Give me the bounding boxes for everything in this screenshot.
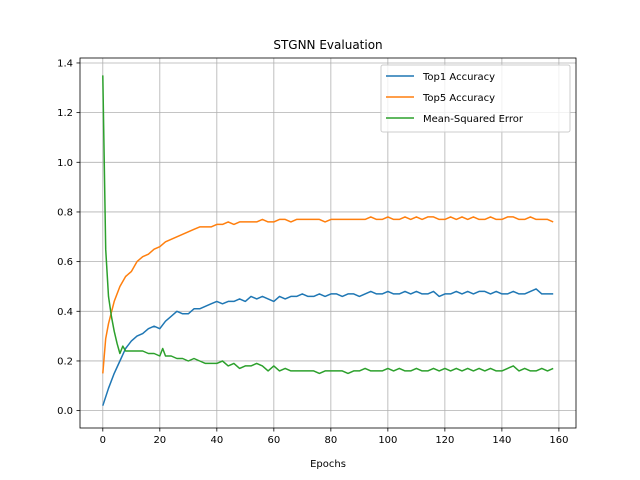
legend-label: Mean-Squared Error — [423, 114, 524, 125]
plot-frame — [79, 57, 577, 429]
series-layer — [102, 75, 554, 406]
y-tick-label: 0.4 — [57, 307, 73, 318]
x-tick-label: 120 — [435, 435, 454, 446]
legend: Top1 Accuracy Top5 Accuracy Mean-Squared E… — [380, 64, 571, 133]
y-tick-label: 0.0 — [57, 406, 73, 417]
series-line-3 — [102, 75, 554, 375]
axis-ticks: 0 20 40 60 80 100 120 140 160 0.0 0.2 0.4 0.6 0.8 1.0 1… — [57, 58, 568, 446]
x-tick-label: 140 — [492, 435, 511, 446]
y-tick-label: 0.6 — [57, 257, 73, 268]
y-tick-label: 1.2 — [57, 108, 73, 119]
legend-label: Top1 Accuracy — [422, 72, 495, 83]
x-tick-label: 40 — [210, 435, 223, 446]
x-tick-label: 20 — [153, 435, 166, 446]
x-tick-label: 60 — [267, 435, 280, 446]
legend-box — [380, 64, 571, 133]
y-tick-label: 1.0 — [57, 158, 73, 169]
x-tick-label: 100 — [378, 435, 397, 446]
legend-label: Top5 Accuracy — [422, 93, 495, 104]
x-tick-label: 160 — [549, 435, 568, 446]
y-tick-label: 1.4 — [57, 58, 73, 69]
series-line-2 — [102, 216, 554, 374]
chart-title: STGNN Evaluation — [273, 38, 382, 52]
y-tick-label: 0.2 — [57, 356, 73, 367]
y-tick-label: 0.8 — [57, 207, 73, 218]
x-axis-label: Epochs — [310, 459, 346, 470]
x-tick-label: 0 — [100, 435, 106, 446]
x-tick-label: 80 — [324, 435, 337, 446]
series-line-1 — [102, 288, 554, 406]
